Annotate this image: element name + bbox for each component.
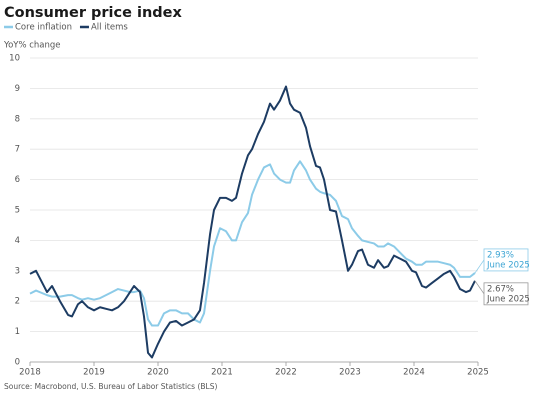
series-line [29, 160, 476, 327]
annotation-connector [474, 259, 485, 274]
y-tick-label: 5 [15, 206, 20, 216]
y-tick-label: 2 [15, 297, 20, 307]
y-tick-label: 1 [15, 327, 20, 337]
y-tick-label: 7 [15, 145, 20, 155]
x-tick-label: 2020 [147, 368, 169, 378]
y-tick-label: 8 [15, 114, 20, 124]
y-tick-label: 10 [9, 54, 20, 64]
y-axis-label: YoY% change [3, 41, 61, 51]
x-tick-label: 2025 [467, 368, 489, 378]
x-tick-label: 2022 [275, 368, 297, 378]
annotation-date: June 2025 [486, 294, 530, 304]
annotation-box [483, 282, 529, 306]
annotation-value: 2.67% [487, 284, 514, 294]
annotation-box [483, 248, 529, 272]
x-tick-label: 2019 [83, 368, 105, 378]
annotation-value: 2.93% [487, 250, 514, 260]
annotation-connector [474, 280, 485, 295]
y-tick-label: 0 [15, 358, 20, 368]
x-tick-label: 2023 [339, 368, 361, 378]
y-tick-label: 9 [15, 84, 20, 94]
x-tick-label: 2018 [19, 368, 41, 378]
series-line [29, 85, 476, 359]
x-tick-label: 2021 [211, 368, 233, 378]
x-tick-label: 2024 [403, 368, 425, 378]
legend-label: All items [91, 23, 128, 33]
y-tick-label: 3 [15, 266, 20, 276]
legend-label: Core inflation [15, 23, 72, 33]
y-tick-label: 6 [15, 175, 20, 185]
chart-title: Consumer price index [4, 5, 183, 21]
y-tick-label: 4 [15, 236, 20, 246]
source: Source: Macrobond, U.S. Bureau of Labor … [4, 382, 217, 391]
annotation-date: June 2025 [486, 260, 530, 270]
